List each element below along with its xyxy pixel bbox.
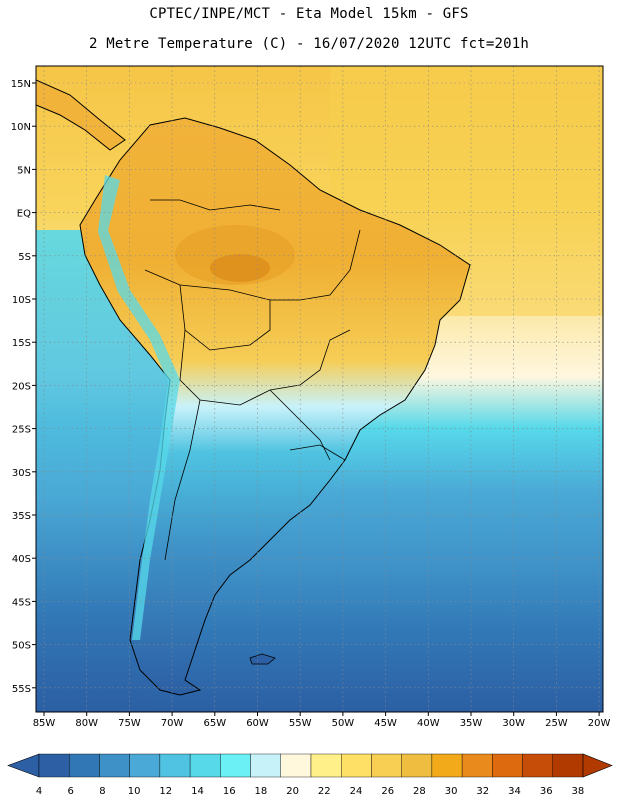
colorbar-swatch	[159, 753, 191, 778]
colorbar-swatch	[129, 753, 161, 778]
lat-label: 15N	[11, 79, 31, 90]
colorbar-swatch	[401, 753, 433, 778]
lat-label: 35S	[12, 511, 31, 522]
lon-label: 50W	[332, 718, 355, 729]
colorbar-swatch	[371, 753, 402, 778]
longitude-labels: 85W 80W 75W 70W 65W 60W 55W 50W 45W 40W 35W 30W 25W 2…	[33, 712, 611, 729]
colorbar-low-arrow	[7, 753, 40, 778]
colorbar-swatch	[522, 753, 553, 778]
lat-label: 30S	[12, 468, 31, 479]
lon-label: 75W	[118, 718, 141, 729]
colorbar-swatch	[69, 753, 100, 778]
central-america-land	[36, 79, 126, 151]
colorbar-swatch	[341, 753, 372, 778]
colorbar-tick-label: 24	[350, 786, 363, 797]
colorbar-swatch	[189, 753, 221, 778]
map-panel	[36, 66, 603, 712]
lat-label: EQ	[17, 209, 31, 220]
map-subtitle: 2 Metre Temperature (C) - 16/07/2020 12U…	[88, 36, 530, 52]
colorbar-swatch	[99, 753, 130, 778]
colorbar-swatch	[310, 753, 342, 778]
lat-label: 25S	[12, 425, 31, 436]
map-title: CPTEC/INPE/MCT - Eta Model 15km - GFS	[149, 6, 469, 22]
lon-label: 85W	[33, 718, 56, 729]
lon-label: 35W	[460, 718, 483, 729]
latitude-labels: 15N 10N 5N EQ 5S 10S 15S 20S 25S 30S 35S 40S 45S 50S 5…	[11, 79, 36, 695]
colorbar-swatch	[461, 753, 493, 778]
colorbar-tick-label: 16	[223, 786, 236, 797]
lon-label: 45W	[374, 718, 397, 729]
lon-label: 55W	[289, 718, 312, 729]
lat-label: 15S	[12, 338, 31, 349]
colorbar-tick-label: 30	[445, 786, 458, 797]
colorbar-tick-label: 4	[36, 786, 42, 797]
lat-label: 5N	[17, 165, 31, 176]
lat-lon-grid	[36, 66, 603, 712]
colorbar-swatch	[250, 753, 281, 778]
lat-label: 5S	[18, 252, 31, 263]
colorbar-tick-label: 8	[99, 786, 105, 797]
lon-label: 60W	[246, 718, 269, 729]
colorbar-tick-label: 18	[255, 786, 268, 797]
lon-label: 30W	[502, 718, 525, 729]
colorbar-swatch	[492, 753, 523, 778]
colorbar-tick-label: 22	[318, 786, 331, 797]
colorbar-high-arrow	[582, 753, 613, 778]
colorbar-tick-label: 28	[413, 786, 426, 797]
colorbar-tick-label: 34	[508, 786, 521, 797]
colorbar-swatch	[38, 753, 70, 778]
colorbar-tick-label: 32	[476, 786, 489, 797]
temperature-colorbar: 4 6 8 10 12 14 16 18 20 22 24 26 28 30 32 34 36 38	[7, 753, 613, 797]
colorbar-tick-label: 12	[159, 786, 172, 797]
lat-label: 55S	[12, 684, 31, 695]
lat-label: 45S	[12, 597, 31, 608]
colorbar-swatch	[280, 753, 312, 778]
lat-label: 10S	[12, 295, 31, 306]
lon-label: 25W	[545, 718, 568, 729]
lat-label: 50S	[12, 641, 31, 652]
colorbar-tick-label: 26	[381, 786, 394, 797]
colorbar-swatch	[220, 753, 251, 778]
colorbar-tick-label: 10	[128, 786, 141, 797]
lat-label: 20S	[12, 381, 31, 392]
lon-label: 20W	[588, 718, 611, 729]
lon-label: 70W	[161, 718, 184, 729]
colorbar-tick-label: 6	[68, 786, 74, 797]
lon-label: 65W	[203, 718, 226, 729]
colorbar-tick-label: 20	[286, 786, 299, 797]
lat-label: 10N	[11, 122, 31, 133]
colorbar-tick-label: 38	[572, 786, 585, 797]
lat-label: 40S	[12, 554, 31, 565]
colorbar-swatch	[431, 753, 463, 778]
lon-label: 40W	[417, 718, 440, 729]
colorbar-swatch	[552, 753, 584, 778]
lon-label: 80W	[75, 718, 98, 729]
colorbar-tick-label: 36	[540, 786, 553, 797]
colorbar-tick-label: 14	[191, 786, 204, 797]
map-frame	[35, 65, 604, 713]
